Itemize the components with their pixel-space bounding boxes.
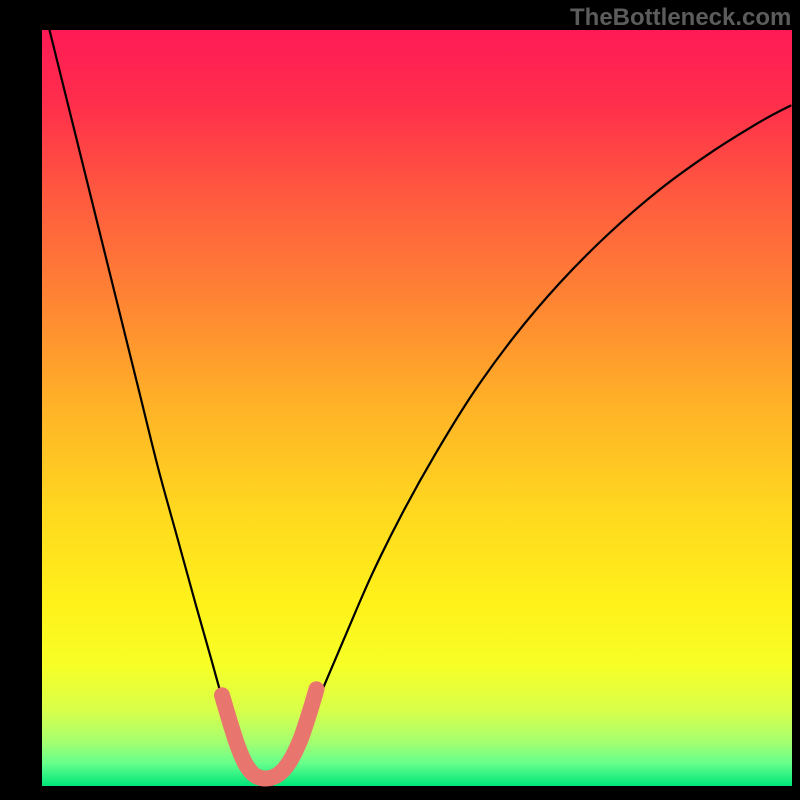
watermark-text: TheBottleneck.com <box>570 4 791 32</box>
plot-background <box>42 30 792 786</box>
chart-frame: TheBottleneck.com <box>0 0 800 800</box>
bottleneck-chart <box>0 0 800 800</box>
